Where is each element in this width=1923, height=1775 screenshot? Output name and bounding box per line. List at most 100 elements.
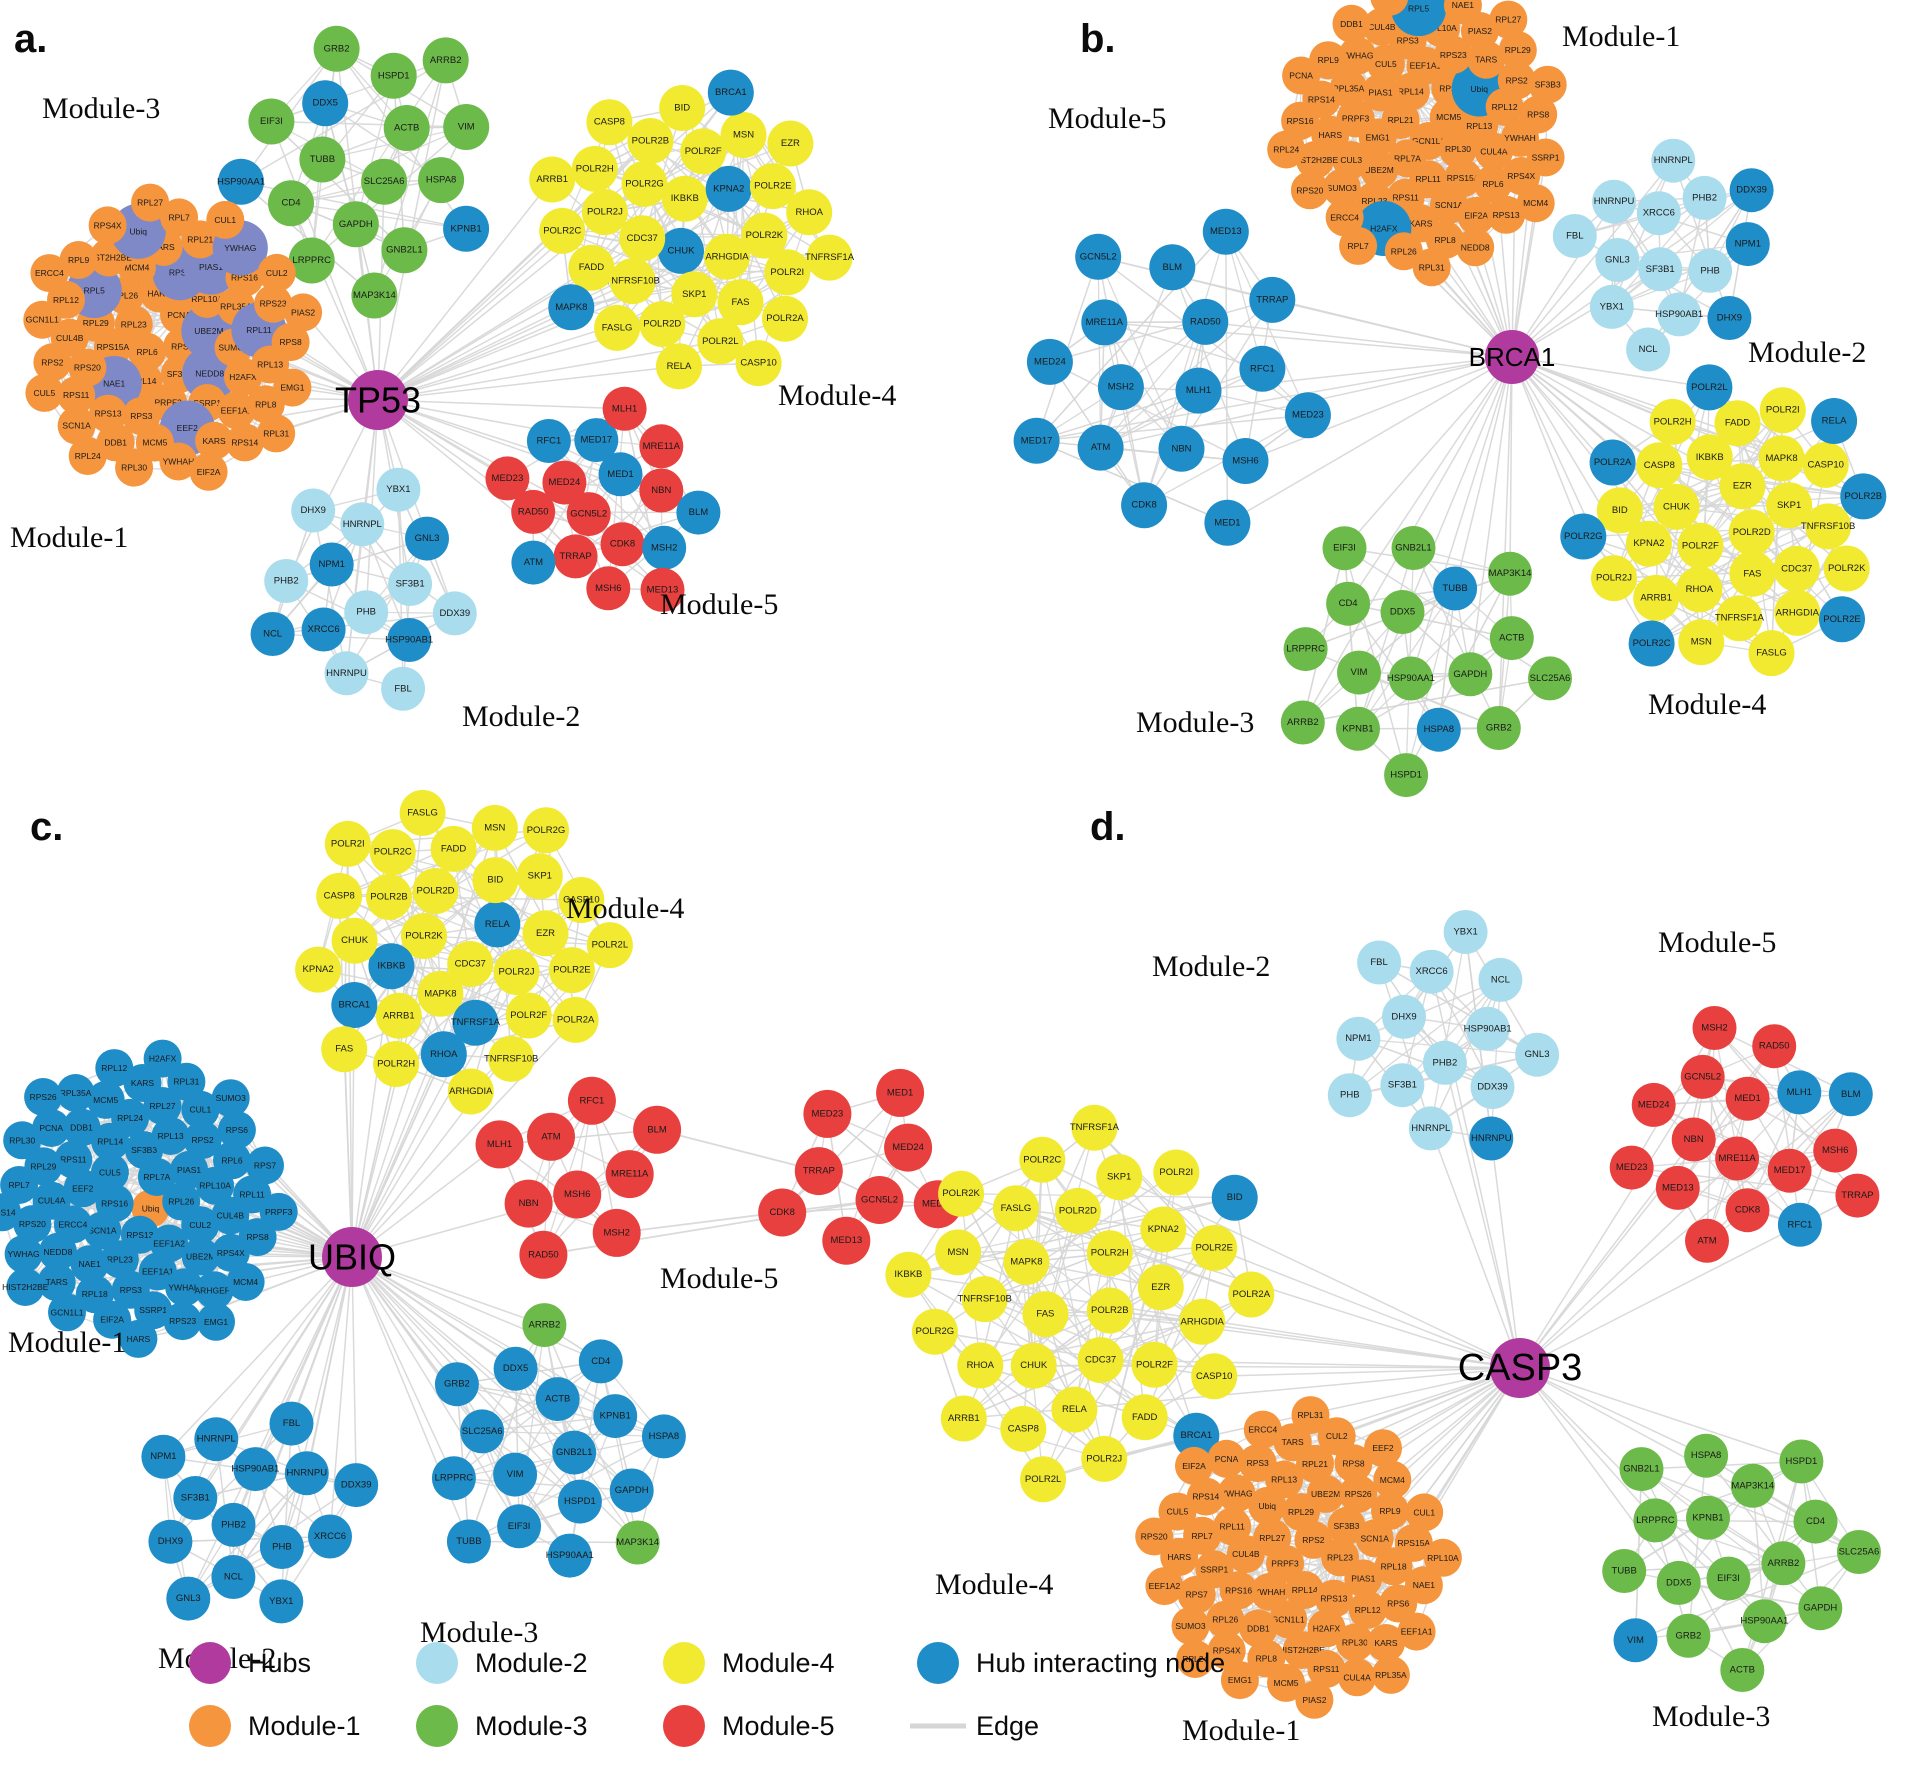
node-ddx39[interactable]: DDX39 (432, 591, 477, 636)
node-circle[interactable] (213, 1141, 251, 1180)
node-hspd1[interactable]: HSPD1 (1779, 1439, 1824, 1484)
node-circle[interactable] (0, 1193, 22, 1232)
node-ywhag[interactable]: YWHAG (4, 1235, 43, 1273)
hub-circle[interactable] (322, 1227, 382, 1287)
hub-circle[interactable] (1485, 330, 1539, 384)
node-msn[interactable]: MSN (1678, 619, 1725, 666)
node-circle[interactable] (741, 212, 788, 259)
node-circle[interactable] (211, 1079, 250, 1118)
node-circle[interactable] (25, 373, 64, 412)
node-circle[interactable] (1423, 1538, 1462, 1577)
node-polr2e[interactable]: POLR2E (1819, 596, 1865, 643)
node-circle[interactable] (159, 442, 198, 481)
node-circle[interactable] (1649, 398, 1696, 445)
node-circle[interactable] (59, 241, 98, 279)
node-cd4[interactable]: CD4 (268, 180, 314, 227)
node-hspd1[interactable]: HSPD1 (557, 1479, 602, 1524)
node-phb[interactable]: PHB (344, 590, 389, 635)
node-skp1[interactable]: SKP1 (516, 853, 563, 900)
node-circle[interactable] (1684, 1433, 1729, 1478)
node-circle[interactable] (269, 1401, 314, 1446)
node-circle[interactable] (1497, 61, 1536, 100)
node-circle[interactable] (609, 258, 656, 305)
node-circle[interactable] (387, 618, 432, 662)
node-circle[interactable] (373, 1041, 420, 1087)
node-circle[interactable] (1552, 214, 1597, 258)
node-circle[interactable] (194, 1417, 239, 1462)
node-npm1[interactable]: NPM1 (141, 1434, 186, 1479)
node-circle[interactable] (1638, 247, 1683, 292)
node-circle[interactable] (1022, 1291, 1069, 1338)
node-arrb1[interactable]: ARRB1 (940, 1395, 987, 1442)
node-prpf3[interactable]: PRPF3 (259, 1192, 298, 1231)
node-circle[interactable] (257, 414, 296, 453)
node-ezr[interactable]: EZR (767, 120, 814, 167)
node-circle[interactable] (1758, 435, 1805, 482)
node-ybx1[interactable]: YBX1 (1589, 284, 1634, 329)
node-circle[interactable] (70, 1245, 109, 1284)
node-phb2[interactable]: PHB2 (264, 559, 309, 603)
node-circle[interactable] (567, 1076, 616, 1125)
node-circle[interactable] (1153, 1149, 1200, 1196)
node-circle[interactable] (1239, 345, 1286, 392)
node-fas[interactable]: FAS (717, 279, 764, 326)
node-circle[interactable] (504, 1179, 553, 1228)
node-polr2d[interactable]: POLR2D (412, 868, 459, 914)
node-circle[interactable] (938, 1170, 985, 1217)
node-emg1[interactable]: EMG1 (273, 368, 312, 407)
node-map3k14[interactable]: MAP3K14 (615, 1520, 660, 1565)
node-circle[interactable] (1283, 627, 1328, 672)
node-circle[interactable] (1802, 441, 1849, 488)
node-gapdh[interactable]: GAPDH (1798, 1586, 1843, 1631)
node-gnb2l1[interactable]: GNB2L1 (381, 227, 428, 274)
node-circle[interactable] (148, 1519, 193, 1564)
node-rpl30[interactable]: RPL30 (115, 448, 154, 487)
node-mcm4[interactable]: MCM4 (1516, 184, 1555, 223)
node-arrb1[interactable]: ARRB1 (529, 156, 576, 203)
node-fas[interactable]: FAS (1729, 550, 1776, 597)
node-msh2[interactable]: MSH2 (1692, 1006, 1737, 1050)
node-eif3i[interactable]: EIF3I (497, 1504, 542, 1549)
node-circle[interactable] (1631, 1082, 1676, 1127)
node-circle[interactable] (1595, 238, 1640, 282)
node-circle[interactable] (1149, 244, 1196, 291)
node-circle[interactable] (88, 206, 127, 245)
node-circle[interactable] (316, 872, 363, 919)
node-circle[interactable] (1371, 1491, 1409, 1530)
node-circle[interactable] (1725, 1188, 1770, 1233)
node-npm1[interactable]: NPM1 (1336, 1016, 1381, 1061)
node-circle[interactable] (1361, 73, 1400, 112)
node-chuk[interactable]: CHUK (1010, 1342, 1057, 1389)
node-circle[interactable] (1243, 1410, 1282, 1449)
node-lrpprc[interactable]: LRPPRC (431, 1456, 476, 1501)
node-circle[interactable] (254, 284, 293, 323)
node-circle[interactable] (1326, 581, 1371, 626)
node-circle[interactable] (957, 1342, 1004, 1389)
node-circle[interactable] (308, 1514, 352, 1559)
node-gapdh[interactable]: GAPDH (1448, 652, 1493, 697)
node-circle[interactable] (767, 120, 814, 167)
node-sumo3[interactable]: SUMO3 (211, 1079, 250, 1118)
node-circle[interactable] (1719, 463, 1766, 510)
node-circle[interactable] (1202, 208, 1249, 255)
node-circle[interactable] (1282, 56, 1321, 95)
node-arhgdia[interactable]: ARHGDIA (1179, 1298, 1226, 1345)
node-kpnb1[interactable]: KPNB1 (593, 1394, 638, 1439)
node-pias2[interactable]: PIAS2 (1295, 1680, 1334, 1719)
node-circle[interactable] (639, 468, 684, 513)
node-npm1[interactable]: NPM1 (309, 542, 354, 587)
node-rhoa[interactable]: RHOA (1676, 566, 1723, 613)
node-circle[interactable] (399, 789, 446, 836)
node-circle[interactable] (173, 1476, 218, 1520)
node-circle[interactable] (1813, 1128, 1858, 1173)
node-circle[interactable] (1371, 1655, 1410, 1694)
node-circle[interactable] (376, 467, 421, 512)
node-circle[interactable] (1589, 284, 1634, 329)
node-med24[interactable]: MED24 (1026, 338, 1073, 385)
node-circle[interactable] (1678, 619, 1725, 666)
node-circle[interactable] (284, 1451, 329, 1496)
node-rpl30[interactable]: RPL30 (3, 1121, 42, 1160)
node-circle[interactable] (961, 1276, 1008, 1323)
node-circle[interactable] (1384, 753, 1429, 798)
node-trrap[interactable]: TRRAP (1249, 276, 1296, 323)
